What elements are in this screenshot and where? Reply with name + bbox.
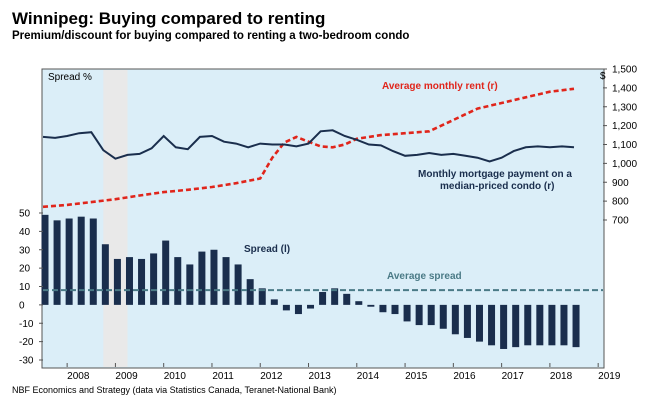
right-axis: 1,500 1,400 1,300 1,200 1,100 1,000 900 800 700: [603, 65, 637, 227]
spread-bar: [270, 299, 278, 305]
spread-bar: [536, 304, 544, 346]
x-tick-label: 2011: [212, 371, 234, 382]
left-tick-label: 30: [19, 245, 31, 256]
spread-bar: [150, 253, 158, 305]
left-tick-label: 20: [19, 264, 31, 275]
left-axis: 50 40 30 20 10 0 -10 -20 -30: [19, 209, 43, 367]
chart-title: Winnipeg: Buying compared to renting: [12, 9, 325, 28]
chart-subtitle: Premium/discount for buying compared to …: [12, 30, 409, 42]
mortgage-annotation-line2: median-priced condo (r): [440, 181, 554, 192]
spread-bar: [77, 216, 85, 305]
spread-bar: [355, 301, 363, 305]
rent-line: [42, 87, 575, 209]
right-tick-label: 1,400: [612, 83, 637, 94]
right-tick-label: 700: [612, 216, 629, 227]
spread-bar: [138, 258, 146, 305]
x-tick-label: 2009: [115, 371, 138, 382]
x-tick-label: 2018: [550, 371, 573, 382]
spread-bar: [500, 304, 508, 349]
x-tick-label: 2013: [309, 371, 332, 382]
left-tick-label: -20: [19, 337, 34, 348]
right-tick-label: 1,000: [612, 159, 637, 170]
recession-band: [103, 70, 128, 367]
spread-bar: [162, 240, 170, 305]
spread-bar: [560, 304, 568, 346]
x-tick-label: 2016: [453, 371, 476, 382]
x-tick-label: 2019: [598, 371, 621, 382]
spread-bar: [319, 292, 327, 305]
spread-bar: [415, 304, 423, 326]
right-tick-label: 900: [612, 178, 629, 189]
spread-bar: [343, 293, 351, 305]
spread-bar: [403, 304, 411, 322]
spread-annotation: Spread (l): [244, 244, 290, 255]
spread-bar: [451, 304, 459, 335]
spread-bar: [427, 304, 435, 326]
left-tick-label: -10: [19, 319, 34, 330]
spread-bar: [246, 279, 254, 305]
spread-bar: [391, 304, 399, 315]
left-axis-label: Spread %: [48, 72, 92, 83]
spread-bar: [53, 220, 61, 305]
spread-bar: [89, 218, 97, 305]
spread-bar: [294, 304, 302, 315]
spread-bar: [198, 251, 206, 305]
spread-bar: [379, 304, 387, 313]
spread-bar: [524, 304, 532, 346]
plot-area: [41, 68, 605, 369]
spread-bar: [258, 288, 266, 305]
spread-bar: [234, 264, 242, 305]
spread-bar: [125, 257, 133, 305]
x-axis: 2008 2009 2010 2011 2012 2013 2014 2015 2016 2017…: [66, 363, 621, 382]
x-tick-label: 2010: [164, 371, 187, 382]
right-tick-label: 800: [612, 197, 629, 208]
spread-bar: [488, 304, 496, 346]
spread-bar: [186, 264, 194, 305]
spread-bar: [439, 304, 447, 329]
spread-bar: [512, 304, 520, 348]
spread-bar: [463, 304, 471, 338]
spread-bar: [307, 304, 315, 309]
spread-bar: [113, 258, 121, 305]
x-tick-label: 2012: [260, 371, 283, 382]
mortgage-annotation-line1: Monthly mortgage payment on a: [418, 169, 572, 180]
x-tick-label: 2014: [357, 371, 380, 382]
x-tick-label: 2015: [405, 371, 428, 382]
right-tick-label: 1,200: [612, 121, 637, 132]
mortgage-line: [42, 129, 575, 163]
spread-bar: [282, 304, 290, 311]
left-tick-label: 40: [19, 227, 31, 238]
spread-bar: [475, 304, 483, 342]
spread-bar: [548, 304, 556, 346]
spread-bar: [367, 304, 375, 307]
spread-bar: [101, 244, 109, 305]
average-spread-annotation: Average spread: [387, 271, 462, 282]
spread-bar: [331, 288, 339, 305]
spread-bar: [210, 249, 218, 305]
spread-bar: [41, 214, 49, 305]
right-axis-label: $: [600, 71, 606, 82]
spread-bar: [174, 257, 182, 305]
left-tick-label: -30: [19, 356, 34, 367]
right-tick-label: 1,100: [612, 140, 637, 151]
spread-bar: [222, 257, 230, 305]
source-note: NBF Economics and Strategy (data via Sta…: [12, 385, 337, 395]
left-tick-label: 50: [19, 209, 31, 220]
rent-annotation: Average monthly rent (r): [382, 81, 498, 92]
spread-bar: [65, 218, 73, 305]
left-tick-label: 10: [19, 282, 31, 293]
right-tick-label: 1,500: [612, 65, 637, 76]
x-tick-label: 2017: [502, 371, 525, 382]
left-tick-label: 0: [19, 300, 25, 311]
right-tick-label: 1,300: [612, 102, 637, 113]
x-tick-label: 2008: [67, 371, 90, 382]
spread-bar: [572, 304, 580, 348]
spread-bars: [41, 214, 580, 349]
